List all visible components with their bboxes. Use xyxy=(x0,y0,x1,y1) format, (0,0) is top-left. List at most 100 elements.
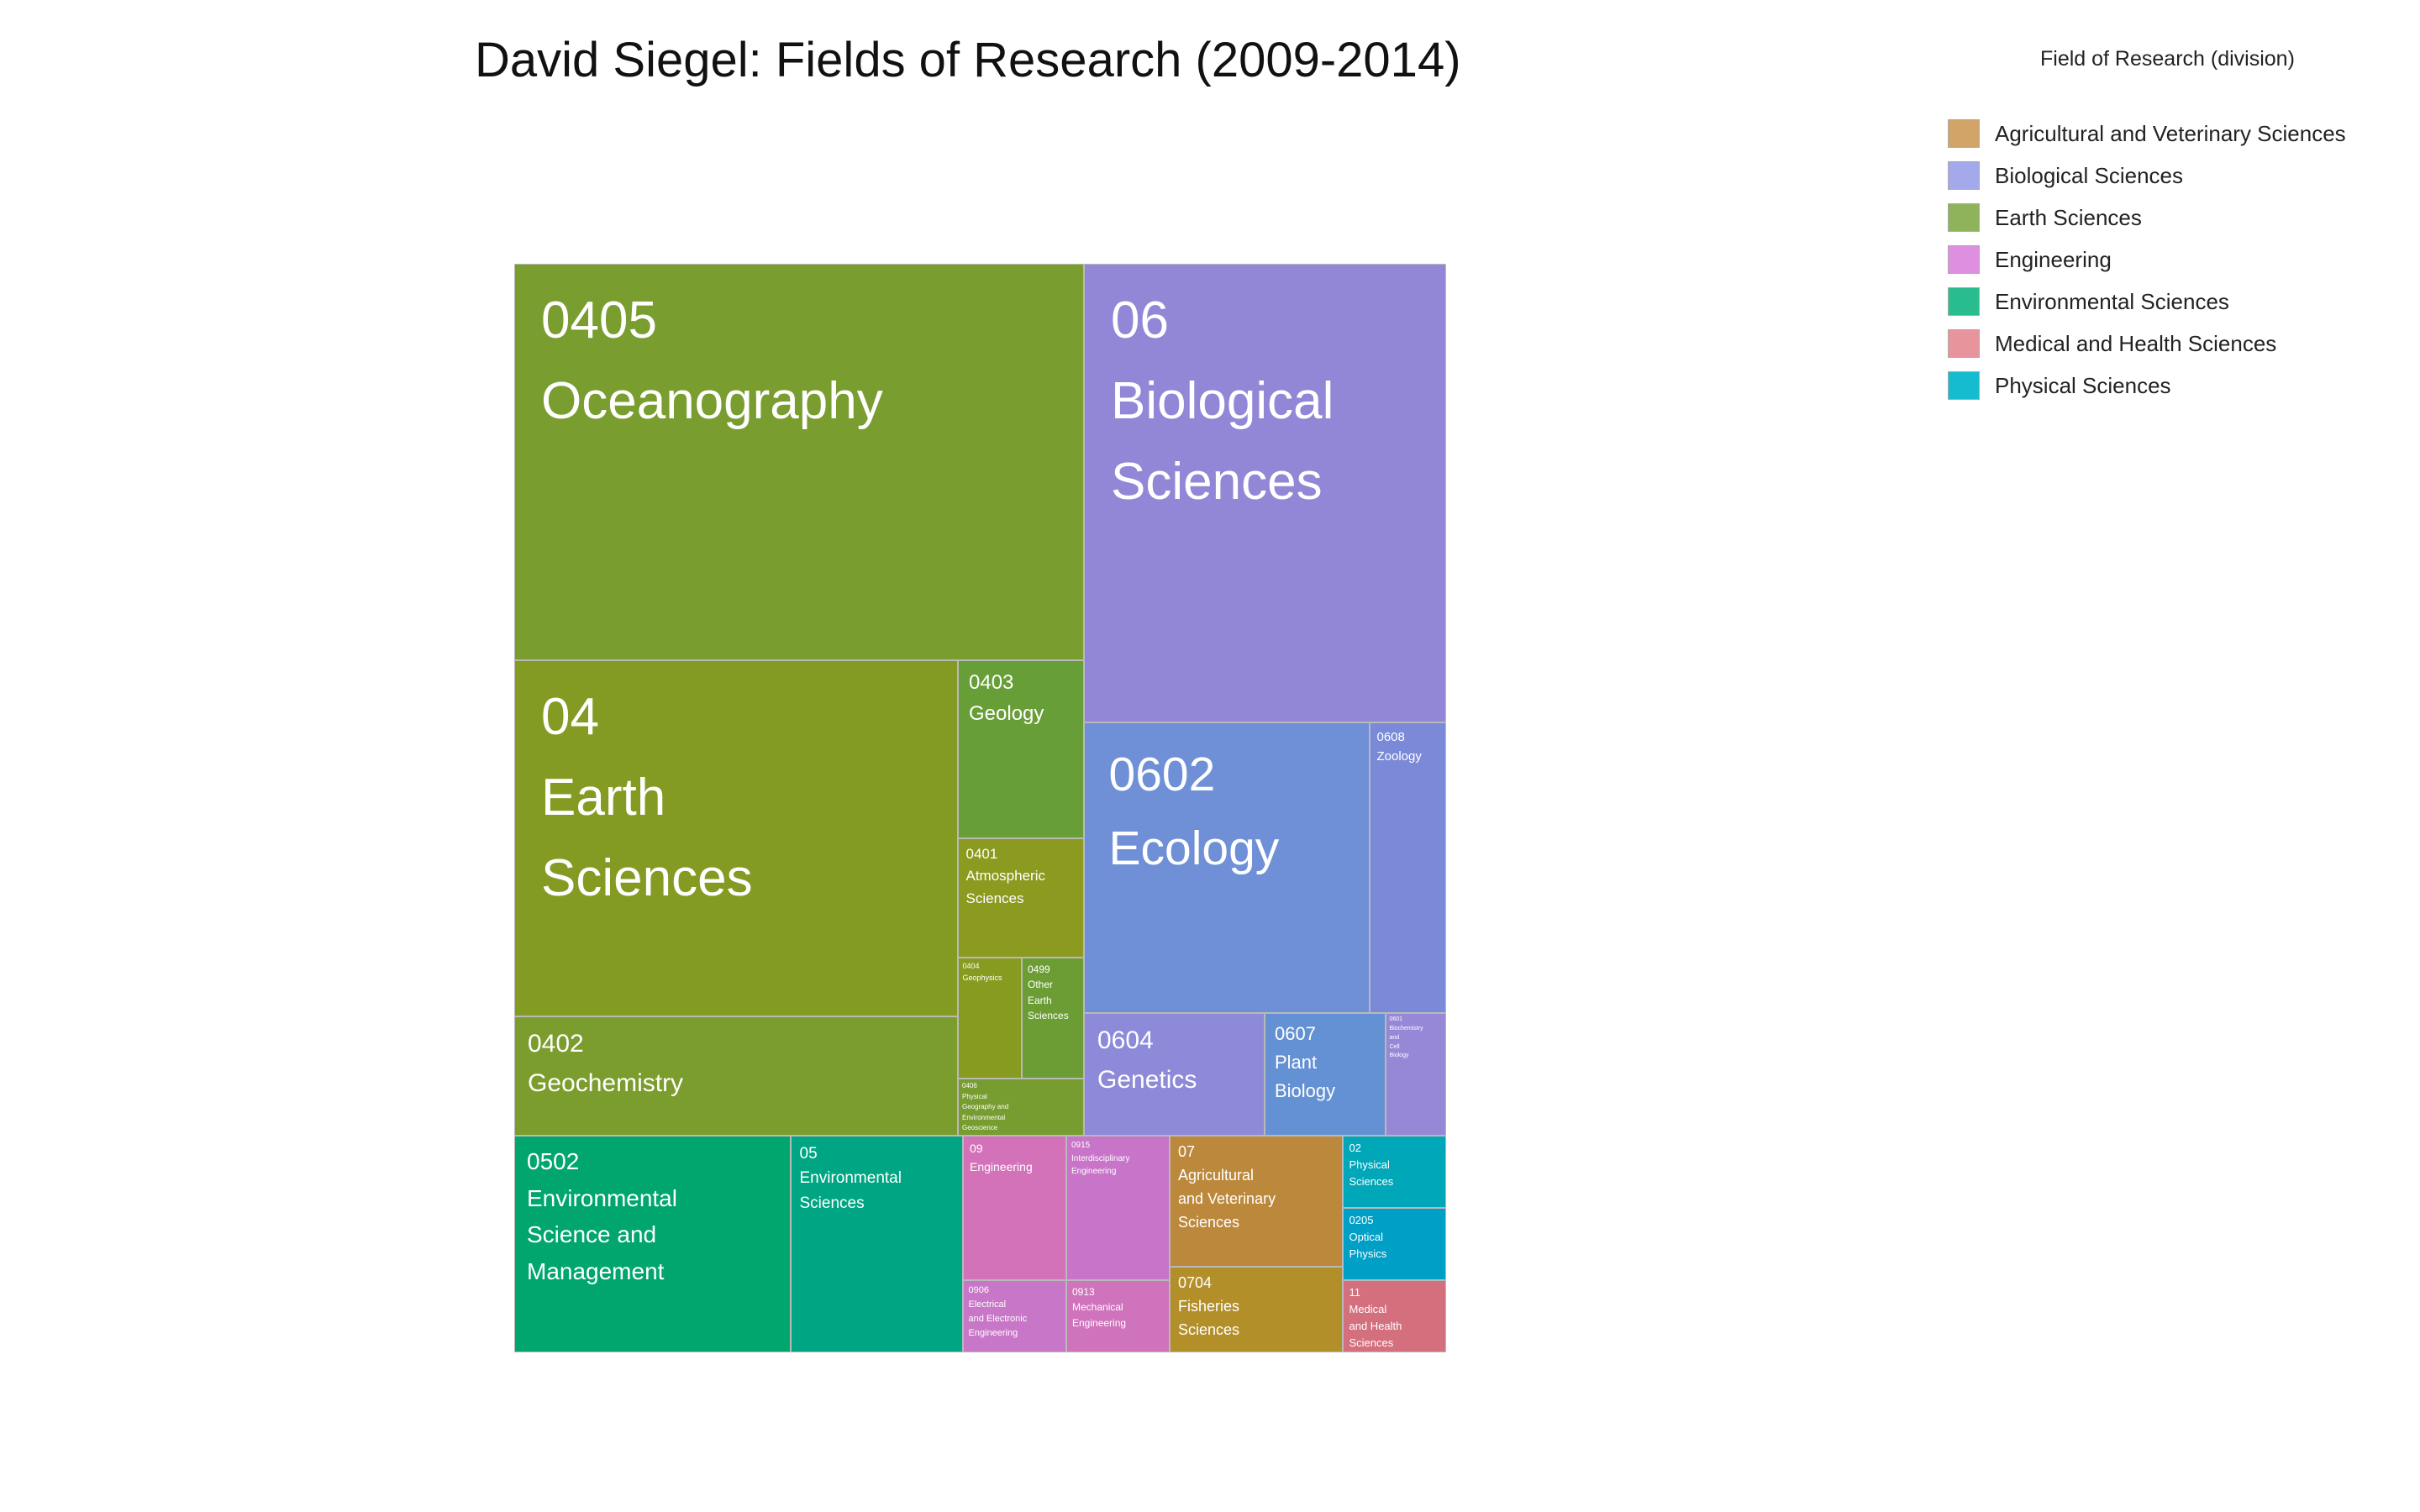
treemap-tile-0205[interactable]: 0205 Optical Physics xyxy=(1343,1208,1446,1280)
tile-label: 0915 Interdisciplinary Engineering xyxy=(1067,1137,1129,1179)
tile-label: 0401 Atmospheric Sciences xyxy=(959,839,1045,910)
treemap-tile-0405[interactable]: 0405 Oceanography xyxy=(514,264,1084,660)
tile-code: 06 xyxy=(1111,291,1169,349)
tile-label: 0913 Mechanical Engineering xyxy=(1067,1281,1126,1331)
tile-name: Atmospheric Sciences xyxy=(965,868,1045,906)
tile-name: Genetics xyxy=(1097,1065,1197,1094)
treemap-tile-11[interactable]: 11 Medical and Health Sciences xyxy=(1343,1280,1446,1352)
legend-label: Environmental Sciences xyxy=(1995,289,2229,314)
treemap-tile-07[interactable]: 07 Agricultural and Veterinary Sciences xyxy=(1170,1136,1343,1267)
tile-code: 0906 xyxy=(968,1285,989,1296)
tile-name: Ecology xyxy=(1108,822,1280,876)
treemap-tile-0601[interactable]: 0601 Biochemistry and Cell Biology xyxy=(1386,1013,1446,1136)
tile-label: 0502 Environmental Science and Management xyxy=(515,1137,677,1289)
treemap-tile-0608[interactable]: 0608 Zoology xyxy=(1370,722,1446,1013)
tile-code: 0405 xyxy=(541,291,657,349)
tile-label: 04 Earth Sciences xyxy=(515,661,753,919)
treemap-tile-0704[interactable]: 0704 Fisheries Sciences xyxy=(1170,1267,1343,1352)
tile-code: 04 xyxy=(541,687,599,746)
tile-code: 0499 xyxy=(1028,963,1050,975)
tile-name: Medical and Health Sciences xyxy=(1349,1303,1402,1350)
legend-swatch xyxy=(1948,245,1980,274)
tile-name: Physical Sciences xyxy=(1349,1158,1394,1189)
tile-code: 11 xyxy=(1349,1285,1361,1299)
treemap-tile-0402[interactable]: 0402 Geochemistry xyxy=(514,1016,958,1136)
legend-label: Medical and Health Sciences xyxy=(1995,331,2277,356)
treemap-tile-06[interactable]: 06 Biological Sciences xyxy=(1084,264,1446,722)
tile-label: 07 Agricultural and Veterinary Sciences xyxy=(1171,1137,1276,1235)
treemap-tile-04[interactable]: 04 Earth Sciences xyxy=(514,660,958,1016)
legend-label: Physical Sciences xyxy=(1995,373,2171,398)
tile-name: Geophysics xyxy=(962,973,1002,982)
tile-label: 0607 Plant Biology xyxy=(1265,1014,1335,1105)
tile-name: Physical Geography and Environmental Geo… xyxy=(962,1092,1009,1131)
tile-label: 0205 Optical Physics xyxy=(1344,1209,1387,1263)
tile-code: 0602 xyxy=(1108,748,1216,802)
tile-name: Other Earth Sciences xyxy=(1028,979,1069,1022)
legend-swatch xyxy=(1948,287,1980,316)
treemap-tile-0913[interactable]: 0913 Mechanical Engineering xyxy=(1066,1280,1170,1352)
tile-name: Fisheries Sciences xyxy=(1178,1298,1240,1339)
treemap-tile-0404[interactable]: 0404 Geophysics xyxy=(958,958,1022,1079)
legend-label: Earth Sciences xyxy=(1995,205,2142,230)
treemap: 0405 Oceanography 04 Earth Sciences 0403 Geol… xyxy=(514,264,1446,1352)
tile-name: Agricultural and Veterinary Sciences xyxy=(1178,1167,1276,1231)
tile-label: 0608 Zoology xyxy=(1370,723,1422,766)
legend-swatch xyxy=(1948,203,1980,232)
tile-code: 0205 xyxy=(1349,1213,1374,1226)
tile-code: 0402 xyxy=(528,1030,584,1058)
legend-label: Biological Sciences xyxy=(1995,163,2184,188)
tile-code: 02 xyxy=(1349,1141,1361,1154)
tile-label: 02 Physical Sciences xyxy=(1344,1137,1394,1190)
tile-label: 06 Biological Sciences xyxy=(1085,265,1334,522)
treemap-tile-0401[interactable]: 0401 Atmospheric Sciences xyxy=(958,838,1084,958)
legend-swatch xyxy=(1948,119,1980,148)
tile-name: Optical Physics xyxy=(1349,1231,1387,1261)
tile-code: 0604 xyxy=(1097,1026,1154,1054)
tile-name: Biochemistry and Cell Biology xyxy=(1389,1025,1423,1059)
treemap-tile-05[interactable]: 05 Environmental Sciences xyxy=(791,1136,963,1352)
tile-name: Oceanography xyxy=(541,371,883,430)
treemap-tile-0406[interactable]: 0406 Physical Geography and Environmental… xyxy=(958,1079,1084,1136)
legend-title: Field of Research (division) xyxy=(2040,47,2295,71)
tile-label: 0604 Genetics xyxy=(1085,1014,1197,1100)
tile-name: Environmental Sciences xyxy=(799,1169,902,1212)
tile-label: 0704 Fisheries Sciences xyxy=(1171,1268,1239,1342)
tile-code: 05 xyxy=(799,1144,818,1163)
tile-code: 0915 xyxy=(1071,1141,1091,1150)
tile-code: 09 xyxy=(970,1142,983,1156)
treemap-tile-0906[interactable]: 0906 Electrical and Electronic Engineerin… xyxy=(963,1280,1066,1352)
tile-label: 09 Engineering xyxy=(964,1137,1033,1177)
tile-label: 05 Environmental Sciences xyxy=(792,1137,902,1215)
legend-swatch xyxy=(1948,329,1980,358)
treemap-tile-09[interactable]: 09 Engineering xyxy=(963,1136,1066,1280)
tile-code: 07 xyxy=(1178,1143,1196,1161)
tile-label: 0601 Biochemistry and Cell Biology xyxy=(1386,1014,1423,1061)
tile-name: Electrical and Electronic Engineering xyxy=(968,1299,1028,1339)
treemap-tile-0607[interactable]: 0607 Plant Biology xyxy=(1265,1013,1386,1136)
tile-name: Environmental Science and Management xyxy=(527,1184,677,1284)
treemap-tile-02[interactable]: 02 Physical Sciences xyxy=(1343,1136,1446,1208)
treemap-tile-0499[interactable]: 0499 Other Earth Sciences xyxy=(1022,958,1084,1079)
treemap-tile-0502[interactable]: 0502 Environmental Science and Management xyxy=(514,1136,791,1352)
chart-title: David Siegel: Fields of Research (2009-2… xyxy=(475,33,1461,87)
treemap-tile-0403[interactable]: 0403 Geology xyxy=(958,660,1084,838)
legend-label: Engineering xyxy=(1995,247,2112,272)
tile-code: 0913 xyxy=(1072,1285,1095,1298)
legend-swatch xyxy=(1948,161,1980,190)
legend-swatch xyxy=(1948,371,1980,400)
tile-code: 0403 xyxy=(969,671,1014,695)
treemap-tile-0602[interactable]: 0602 Ecology xyxy=(1084,722,1370,1013)
treemap-tile-0915[interactable]: 0915 Interdisciplinary Engineering xyxy=(1066,1136,1170,1280)
tile-code: 0608 xyxy=(1376,729,1405,744)
tile-code: 0704 xyxy=(1178,1274,1213,1292)
tile-name: Geology xyxy=(969,702,1044,726)
tile-label: 0602 Ecology xyxy=(1085,723,1280,886)
tile-name: Geochemistry xyxy=(528,1068,684,1097)
tile-name: Biological Sciences xyxy=(1111,371,1334,511)
tile-name: Plant Biology xyxy=(1275,1051,1336,1101)
tile-label: 0906 Electrical and Electronic Engineerin… xyxy=(964,1281,1028,1341)
tile-label: 0404 Geophysics xyxy=(959,958,1002,984)
tile-code: 0404 xyxy=(962,961,980,970)
treemap-tile-0604[interactable]: 0604 Genetics xyxy=(1084,1013,1265,1136)
